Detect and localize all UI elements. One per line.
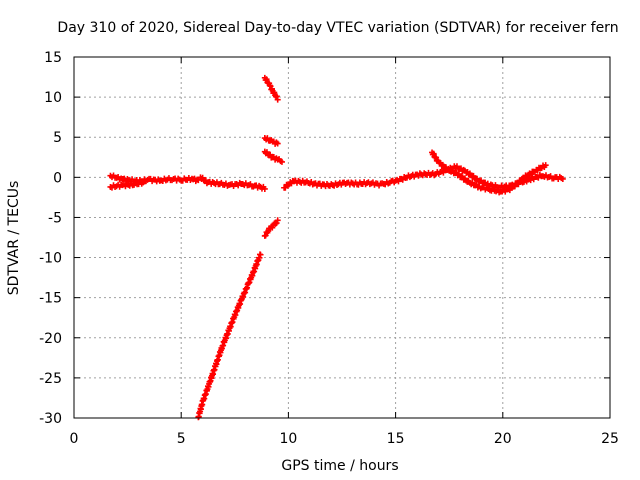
y-axis-title: SDTVAR / TECUs xyxy=(6,181,22,296)
plot-frame xyxy=(73,56,611,419)
data-segment xyxy=(261,135,281,147)
data-segment xyxy=(197,174,268,192)
y-tick-label: 5 xyxy=(53,130,62,146)
axes: 0 5 10 15 20 25 15 10 5 0 -5 -10 -15 -20 -25 -30 xyxy=(39,50,619,447)
data-point xyxy=(257,251,264,258)
y-tick-label: -25 xyxy=(39,371,62,387)
y-tick-label: -10 xyxy=(39,251,62,267)
y-tick-label: -5 xyxy=(48,210,62,226)
y-tick-label: -30 xyxy=(39,411,62,427)
data-point xyxy=(278,158,285,165)
data-point xyxy=(274,217,281,224)
data-segment xyxy=(195,251,264,421)
data-point xyxy=(559,175,566,182)
data-point xyxy=(542,162,549,169)
data-segment xyxy=(281,163,566,191)
data-segment xyxy=(107,178,148,191)
data-points xyxy=(107,74,566,421)
y-tick-label: 10 xyxy=(44,90,62,106)
data-point xyxy=(430,150,437,157)
data-segment xyxy=(261,74,281,103)
data-segment xyxy=(429,149,549,196)
data-segment xyxy=(107,172,202,186)
x-tick-label: 25 xyxy=(601,431,619,447)
data-point xyxy=(470,172,477,179)
data-point xyxy=(269,224,276,231)
data-point xyxy=(261,185,268,192)
data-segment xyxy=(261,217,281,239)
x-axis-title: GPS time / hours xyxy=(281,458,398,474)
x-tick-label: 5 xyxy=(177,431,186,447)
y-tick-label: 0 xyxy=(53,170,62,186)
data-point xyxy=(263,76,270,83)
x-tick-label: 20 xyxy=(494,431,512,447)
data-point xyxy=(274,140,281,147)
data-point xyxy=(458,173,465,180)
x-tick-label: 10 xyxy=(279,431,297,447)
x-tick-label: 15 xyxy=(387,431,405,447)
data-point xyxy=(141,178,148,185)
x-tick-label: 0 xyxy=(70,431,79,447)
grid xyxy=(74,57,610,418)
data-point xyxy=(273,93,280,100)
data-point xyxy=(274,96,281,103)
data-segment xyxy=(261,148,285,165)
y-tick-label: -20 xyxy=(39,331,62,347)
chart-title: Day 310 of 2020, Sidereal Day-to-day VTE… xyxy=(57,20,618,36)
y-tick-label: -15 xyxy=(39,291,62,307)
y-tick-label: 15 xyxy=(44,50,62,66)
